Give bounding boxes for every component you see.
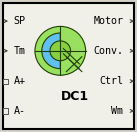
Text: Tm: Tm <box>14 46 26 56</box>
Text: Ctrl: Ctrl <box>99 76 123 86</box>
Text: A+: A+ <box>14 76 26 86</box>
Text: Conv.: Conv. <box>93 46 123 56</box>
Text: SP: SP <box>14 16 26 26</box>
Text: Wm: Wm <box>111 106 123 116</box>
Text: A-: A- <box>14 106 26 116</box>
Circle shape <box>35 26 86 75</box>
Bar <box>3 108 8 114</box>
Wedge shape <box>42 33 60 69</box>
Bar <box>3 79 8 84</box>
Circle shape <box>50 41 71 61</box>
Text: Motor: Motor <box>93 16 123 26</box>
Text: DC1: DC1 <box>61 90 89 103</box>
